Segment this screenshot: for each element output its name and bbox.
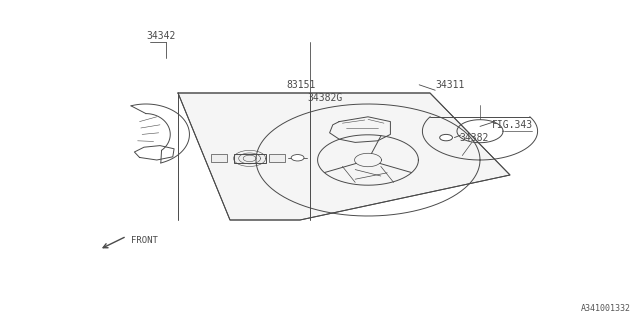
Text: 83151: 83151 (287, 80, 316, 90)
Polygon shape (211, 154, 227, 162)
Text: 34382G: 34382G (307, 93, 342, 103)
Circle shape (440, 134, 452, 141)
Polygon shape (234, 154, 266, 163)
Circle shape (291, 155, 304, 161)
Text: 34311: 34311 (435, 80, 465, 90)
Polygon shape (269, 154, 285, 162)
Text: FRONT: FRONT (131, 236, 158, 245)
Text: 34342: 34342 (146, 31, 175, 41)
Polygon shape (178, 93, 510, 220)
Text: FIG.343: FIG.343 (492, 120, 532, 131)
Text: 34382: 34382 (460, 133, 489, 143)
Text: A341001332: A341001332 (580, 304, 630, 313)
